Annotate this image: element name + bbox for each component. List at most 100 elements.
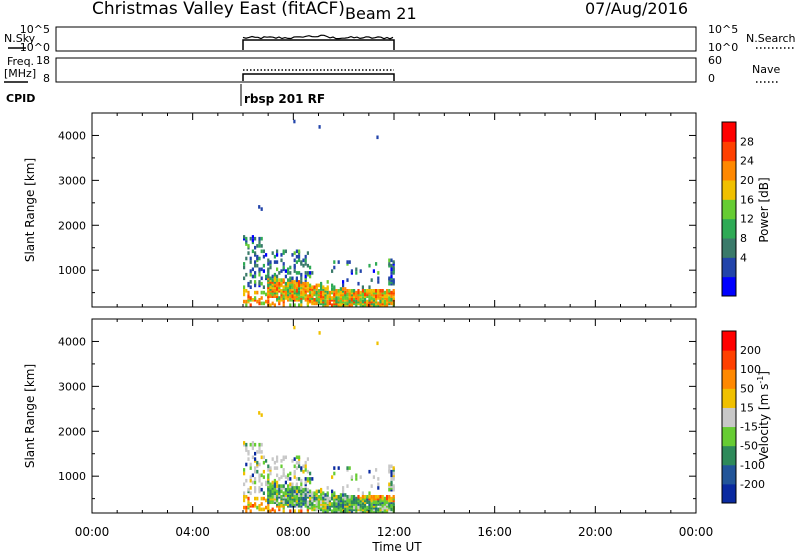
heatmap-cell [254,459,257,463]
heatmap-cell [342,498,345,503]
heatmap-cell [375,507,378,512]
heatmap-cell [318,331,321,335]
heatmap-cell [359,496,362,501]
colorbar-swatch [722,160,736,181]
heatmap-cell [315,489,318,494]
heatmap-cell [265,505,268,510]
heatmap-cell [326,500,329,504]
heatmap-cell [298,280,301,284]
heatmap-cell [313,507,316,512]
heatmap-cell [390,464,393,469]
heatmap-cell [388,262,391,266]
heatmap-cell [324,299,327,304]
heatmap-cell [392,292,395,297]
colorbar-swatch [722,141,736,162]
heatmap-cell [311,477,314,481]
heatmap-cell [258,450,261,454]
heatmap-cell [282,491,285,495]
power-heatmap-cells [243,119,395,307]
heatmap-cell [284,269,287,273]
heatmap-cell [258,411,261,415]
heatmap-cell [309,496,312,501]
heatmap-cell [377,301,380,306]
heatmap-cell [306,294,309,298]
heatmap-cell [344,301,347,306]
heatmap-cell [245,299,248,304]
heatmap-cell [282,262,285,266]
y-tick-label: 3000 [58,380,86,393]
heatmap-cell [269,280,272,284]
heatmap-cell [344,292,347,297]
heatmap-cell [280,298,283,302]
heatmap-cell [392,471,395,476]
heatmap-cell [249,442,252,447]
heatmap-cell [265,299,268,304]
colorbar-tick-label: 4 [740,251,747,264]
heatmap-cell [302,502,305,506]
heatmap-cell [309,283,312,288]
heatmap-cell [355,301,358,306]
freq-trace [242,69,395,81]
heatmap-cell [333,498,336,503]
heatmap-cell [357,498,360,503]
x-tick-label: 08:00 [276,525,311,539]
heatmap-cell [339,498,342,503]
colorbar-swatch [722,407,736,428]
heatmap-cell [271,507,274,512]
heatmap-cell [390,480,393,485]
x-axis-label: Time UT [371,540,422,554]
heatmap-cell [364,504,367,508]
heatmap-cell [390,473,393,478]
colorbar-frame [721,121,737,297]
heatmap-cell [293,289,296,293]
heatmap-cell [295,455,298,460]
heatmap-cell [313,290,316,295]
heatmap-cell [302,493,305,497]
heatmap-cell [350,495,353,499]
heatmap-cell [273,260,276,264]
heatmap-cell [254,290,257,295]
heatmap-cell [300,292,303,297]
heatmap-cell [390,504,393,508]
heatmap-cell [364,289,367,293]
heatmap-cell [361,285,364,289]
heatmap-cell [333,491,336,495]
heatmap-cell [284,292,287,297]
heatmap-cell [293,469,296,474]
heatmap-cell [298,498,301,503]
heatmap-cell [309,498,312,503]
heatmap-cell [254,271,257,275]
heatmap-cell [322,491,325,495]
heatmap-cell [342,507,345,512]
heatmap-cell [364,292,367,297]
heatmap-cell [383,292,386,297]
heatmap-cell [245,272,248,277]
heatmap-cell [315,296,318,300]
heatmap-cell [260,296,263,300]
heatmap-cell [298,254,301,259]
heatmap-cell [326,301,329,306]
heatmap-cell [353,495,356,499]
heatmap-cell [289,276,292,281]
heatmap-cell [280,486,283,490]
heatmap-cell [280,258,283,263]
heatmap-cell [262,460,265,465]
heatmap-cell [333,292,336,297]
heatmap-cell [243,505,246,510]
heatmap-cell [383,301,386,306]
heatmap-cell [304,281,307,286]
heatmap-cell [243,265,246,270]
heatmap-cell [364,301,367,306]
heatmap-cell [287,498,290,503]
heatmap-cell [256,469,259,474]
heatmap-cell [291,292,294,297]
heatmap-cell [392,278,395,282]
heatmap-cell [370,507,373,512]
heatmap-cell [254,236,257,241]
heatmap-cell [333,507,336,512]
heatmap-cell [313,292,316,297]
heatmap-cell [306,500,309,504]
heatmap-cell [280,484,283,488]
heatmap-cell [313,504,316,508]
heatmap-cell [245,256,248,261]
